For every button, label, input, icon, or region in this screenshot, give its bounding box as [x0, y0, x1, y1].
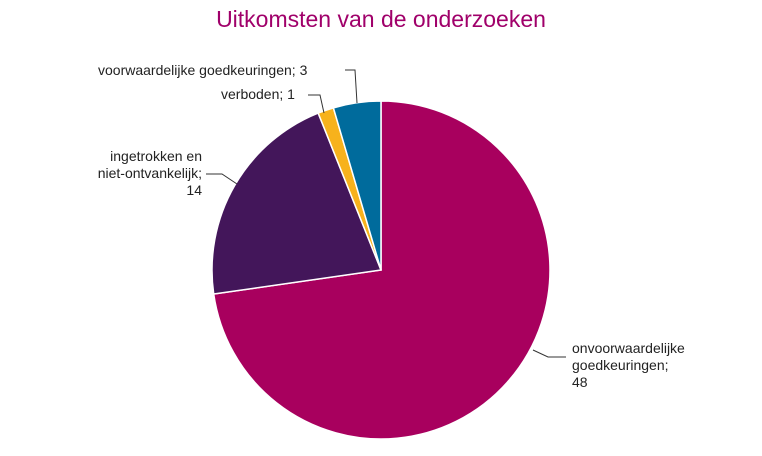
slice-label: verboden; 1 — [221, 86, 295, 102]
chart-title: Uitkomsten van de onderzoeken — [216, 6, 546, 32]
pie-slice — [211, 112, 383, 295]
slice-label: voorwaardelijke goedkeuringen; 3 — [98, 62, 308, 78]
slices — [211, 100, 551, 440]
leader-line — [532, 349, 566, 358]
leader-line — [308, 94, 325, 114]
slice-label: ingetrokken en niet-ontvankelijk; 14 — [97, 148, 202, 198]
pie-slice — [212, 100, 551, 440]
leader-line — [206, 173, 238, 185]
slice-label: onvoorwaardelijke goedkeuringen; 48 — [572, 340, 685, 390]
leader-line — [345, 69, 358, 104]
